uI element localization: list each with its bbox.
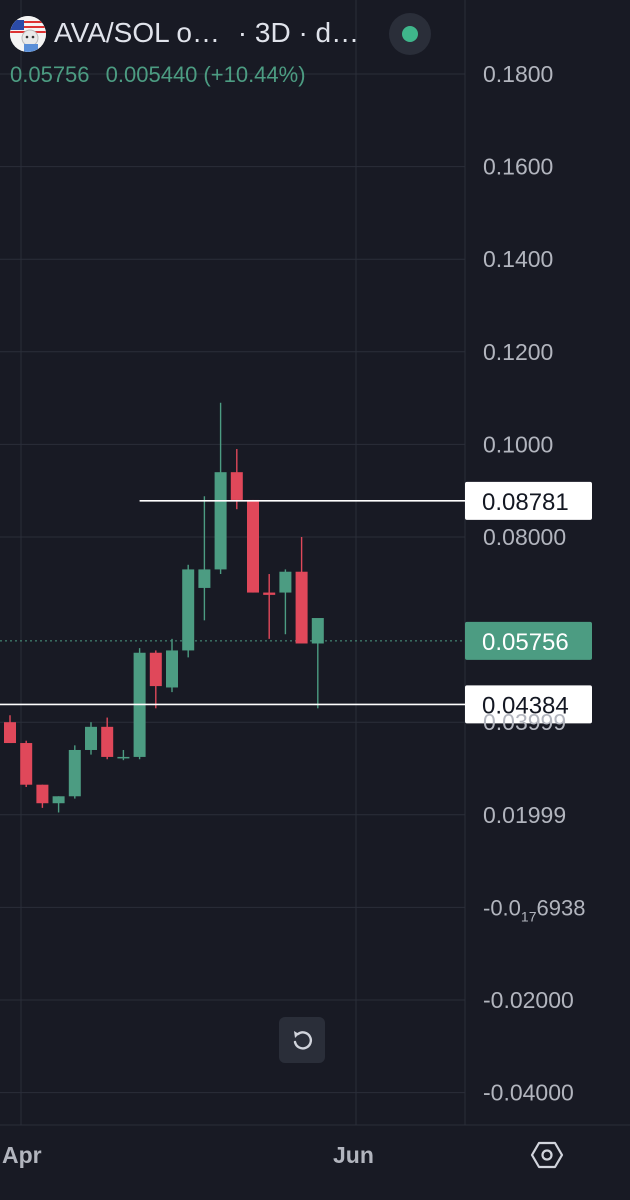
price-change: 0.005440 <box>105 62 198 87</box>
candle-body <box>149 652 162 687</box>
price-line-tag <box>465 685 592 724</box>
candle-body <box>101 726 114 757</box>
candles <box>4 402 324 813</box>
candle-body <box>166 650 178 688</box>
candle-body <box>263 592 276 595</box>
candle-body <box>36 784 49 804</box>
candle-body <box>68 749 81 797</box>
candle-body <box>85 726 97 750</box>
candle-body <box>4 722 16 744</box>
interval-label: · 3D · d… <box>237 17 360 48</box>
candle-body <box>295 571 308 644</box>
price-axis: 0.1800 0.1600 0.1400 0.1200 0.1000 0.08000 0.0… <box>483 61 585 1106</box>
candle-body <box>182 569 195 651</box>
reset-chart-button[interactable] <box>279 1017 325 1063</box>
y-tick-label: 0.1800 <box>483 61 553 87</box>
y-tick-label: 0.1000 <box>483 431 553 457</box>
price-change-pct: (+10.44%) <box>203 62 306 87</box>
current-price-tag <box>465 621 592 660</box>
symbol-name: AVA/SOL o… <box>54 17 220 48</box>
flag-avatar-icon[interactable] <box>10 16 46 52</box>
time-axis: Apr Jun <box>0 1124 630 1168</box>
candle-body <box>52 796 65 804</box>
market-status-button[interactable] <box>389 13 431 55</box>
y-tick-label: -0.04000 <box>483 1080 574 1106</box>
x-tick-label: Apr <box>2 1142 42 1168</box>
y-tick-label: 0.03999 <box>483 709 566 735</box>
price-line-tag <box>465 481 592 520</box>
candle-body <box>117 756 130 759</box>
y-tick-label: 0.08000 <box>483 524 566 550</box>
chart-grid <box>0 0 466 1125</box>
last-price: 0.05756 <box>10 62 90 87</box>
y-tick-label: -0.0176938 <box>483 895 585 924</box>
y-tick-label: 0.1200 <box>483 339 553 365</box>
price-line-label: 0.08781 <box>482 489 569 516</box>
y-tick-label: -0.02000 <box>483 987 574 1013</box>
current-price-label: 0.05756 <box>482 629 569 656</box>
price-readout: 0.05756 0.005440 (+10.44%) <box>10 62 316 88</box>
reset-icon <box>293 1031 313 1050</box>
chart-header: AVA/SOL o… · 3D · d… 0.05756 0.005440 (+1… <box>0 0 630 100</box>
symbol-title[interactable]: AVA/SOL o… · 3D · d… <box>54 17 359 49</box>
candle-body <box>230 472 243 500</box>
y-tick-label: 0.1400 <box>483 246 553 272</box>
status-dot-icon <box>402 26 418 42</box>
candle-body <box>20 743 33 785</box>
candle-body <box>247 499 259 593</box>
candle-body <box>214 472 227 570</box>
candle-body <box>198 569 211 588</box>
price-line-label: 0.04384 <box>482 692 569 719</box>
candle-body <box>279 571 292 593</box>
price-lines: 0.08781 0.04384 0.05756 <box>0 481 592 724</box>
settings-icon <box>530 1141 564 1169</box>
x-tick-label: Jun <box>333 1142 374 1168</box>
y-tick-label: 0.1600 <box>483 154 553 180</box>
settings-button[interactable] <box>530 1138 564 1172</box>
candle-body <box>311 618 324 644</box>
y-tick-label: 0.01999 <box>483 802 566 828</box>
